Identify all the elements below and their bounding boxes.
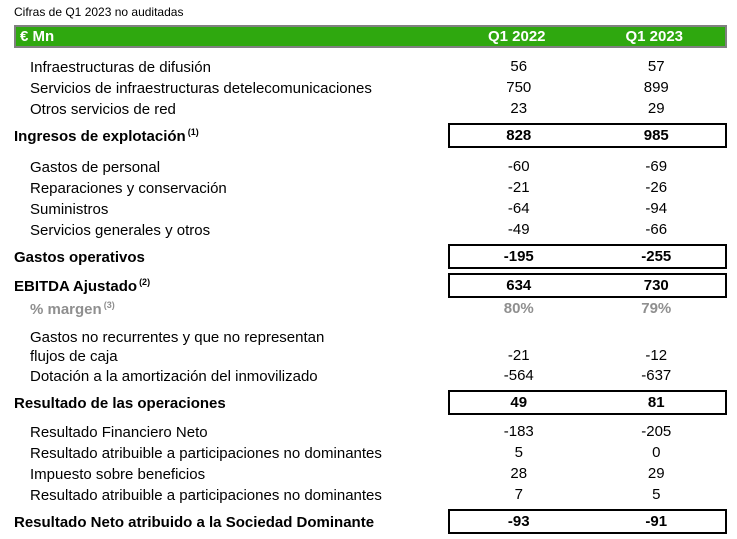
- total-box: -93 -91: [448, 509, 727, 534]
- results-table: € Mn Q1 2022 Q1 2023 Infraestructuras de…: [14, 25, 727, 534]
- table-row: Otros servicios de red 23 29: [14, 98, 727, 119]
- value-2022: -21: [507, 179, 530, 196]
- value-2023: 5: [652, 486, 661, 503]
- value-2022: -93: [507, 513, 530, 530]
- value-2023: -91: [645, 513, 668, 530]
- value-2022: -564: [503, 367, 534, 384]
- header-col-q1-2023: Q1 2023: [625, 28, 684, 45]
- value-2023: 79%: [641, 300, 672, 317]
- value-2022: -183: [503, 423, 534, 440]
- value-2022: 23: [510, 100, 528, 117]
- row-label: % margen (3): [30, 299, 115, 318]
- row-label: Resultado atribuible a participaciones n…: [30, 444, 382, 462]
- total-row-resultado-operaciones: Resultado de las operaciones 49 81: [14, 390, 727, 415]
- total-box: 49 81: [448, 390, 727, 415]
- value-2022: 828: [506, 127, 532, 144]
- row-label: Otros servicios de red: [30, 100, 176, 118]
- row-label: Servicios generales y otros: [30, 221, 211, 239]
- header-metric-label: € Mn: [20, 28, 55, 45]
- value-2022: 28: [510, 465, 528, 482]
- row-label: Reparaciones y conservación: [30, 179, 227, 197]
- table-row: Servicios de infraestructuras detelecomu…: [14, 77, 727, 98]
- unaudited-note: Cifras de Q1 2023 no auditadas: [14, 5, 184, 19]
- value-2023: 57: [647, 58, 665, 75]
- table-row: Resultado Financiero Neto -183 -205: [14, 421, 727, 442]
- total-box: 634 730: [448, 273, 727, 298]
- row-label: Resultado Financiero Neto: [30, 423, 208, 441]
- table-row: flujos de caja -21 -12: [14, 346, 727, 365]
- row-label: Ingresos de explotación (1): [14, 126, 199, 145]
- total-box: 828 985: [448, 123, 727, 148]
- row-label: Resultado de las operaciones: [14, 394, 226, 412]
- value-2023: 985: [643, 127, 669, 144]
- value-2023: -66: [645, 221, 668, 238]
- value-2022: 5: [514, 444, 523, 461]
- header-col-q1-2022: Q1 2022: [487, 28, 546, 45]
- value-2023: 81: [647, 394, 665, 411]
- value-2023: 899: [643, 79, 669, 96]
- table-row: Servicios generales y otros -49 -66: [14, 219, 727, 240]
- value-2023: -637: [641, 367, 672, 384]
- spacer: [14, 48, 727, 56]
- table-header-row: € Mn Q1 2022 Q1 2023: [14, 25, 727, 48]
- value-2022: 634: [506, 277, 532, 294]
- value-2023: 0: [652, 444, 661, 461]
- total-row-resultado-neto: Resultado Neto atribuido a la Sociedad D…: [14, 509, 727, 534]
- value-2022: -195: [503, 248, 534, 265]
- value-2023: 730: [643, 277, 669, 294]
- footnote-sup: (1): [187, 126, 199, 137]
- total-box: -195 -255: [448, 244, 727, 269]
- total-row-ebitda: EBITDA Ajustado (2) 634 730: [14, 273, 727, 298]
- value-2022: -21: [507, 347, 530, 364]
- row-label: Suministros: [30, 200, 109, 218]
- value-2022: 750: [506, 79, 532, 96]
- row-label: Servicios de infraestructuras detelecomu…: [30, 79, 372, 97]
- value-2022: -64: [507, 200, 530, 217]
- table-row: Gastos de personal -60 -69: [14, 156, 727, 177]
- row-label: flujos de caja: [30, 347, 118, 365]
- value-2022: 7: [514, 486, 523, 503]
- value-2023: 29: [647, 100, 665, 117]
- table-row: Suministros -64 -94: [14, 198, 727, 219]
- value-2023: -26: [645, 179, 668, 196]
- header-values: Q1 2022 Q1 2023: [446, 26, 725, 47]
- table-row: Dotación a la amortización del inmoviliz…: [14, 365, 727, 386]
- table-row: Infraestructuras de difusión 56 57: [14, 56, 727, 77]
- table-row: Resultado atribuible a participaciones n…: [14, 442, 727, 463]
- footnote-sup: (3): [103, 299, 115, 310]
- table-row: Reparaciones y conservación -21 -26: [14, 177, 727, 198]
- value-2023: -255: [641, 248, 672, 265]
- total-row-gastos-operativos: Gastos operativos -195 -255: [14, 244, 727, 269]
- row-label: Resultado Neto atribuido a la Sociedad D…: [14, 513, 375, 531]
- table-row: Resultado atribuible a participaciones n…: [14, 484, 727, 505]
- row-label: Gastos operativos: [14, 248, 145, 266]
- value-2023: -69: [645, 158, 668, 175]
- row-label: Dotación a la amortización del inmoviliz…: [30, 367, 318, 385]
- value-2023: -205: [641, 423, 672, 440]
- value-2023: -94: [645, 200, 668, 217]
- table-row: Impuesto sobre beneficios 28 29: [14, 463, 727, 484]
- total-row-ingresos: Ingresos de explotación (1) 828 985: [14, 123, 727, 148]
- row-label: Gastos no recurrentes y que no represent…: [30, 328, 325, 346]
- row-label: Resultado atribuible a participaciones n…: [30, 486, 382, 504]
- row-label: Gastos de personal: [30, 158, 161, 176]
- table-row: Gastos no recurrentes y que no represent…: [14, 327, 727, 346]
- value-2022: -60: [507, 158, 530, 175]
- value-2022: 56: [510, 58, 528, 75]
- value-2023: 29: [647, 465, 665, 482]
- row-label: EBITDA Ajustado (2): [14, 276, 151, 295]
- footnote-sup: (2): [139, 276, 151, 287]
- row-label: Impuesto sobre beneficios: [30, 465, 206, 483]
- row-label: Infraestructuras de difusión: [30, 58, 211, 76]
- margin-row: % margen (3) 80% 79%: [14, 298, 727, 319]
- value-2022: 80%: [503, 300, 534, 317]
- value-2022: -49: [507, 221, 530, 238]
- value-2022: 49: [510, 394, 528, 411]
- value-2023: -12: [645, 347, 668, 364]
